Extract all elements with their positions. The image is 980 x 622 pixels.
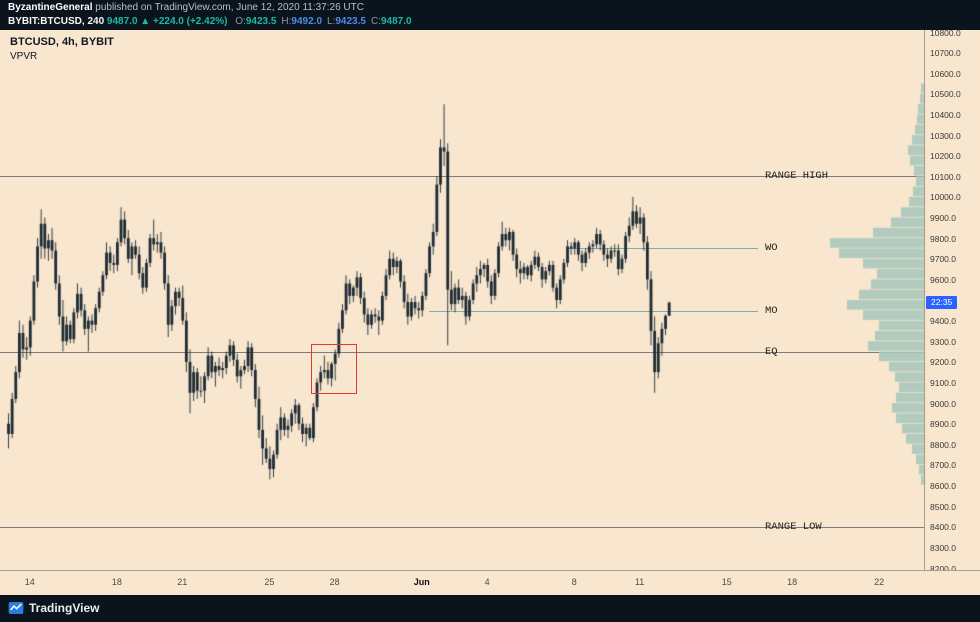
price-axis-label: 8200.0 xyxy=(930,563,956,574)
price-axis-label: 10800.0 xyxy=(930,27,961,38)
published-line: ByzantineGeneral published on TradingVie… xyxy=(8,2,364,13)
ohlc-label: H: xyxy=(281,16,292,27)
chart-overlay-layer: BTCUSD, 4h, BYBIT VPVR 10800.0 10700.0 106… xyxy=(0,27,980,574)
ohlc-label: C: xyxy=(370,16,381,27)
ohlc-value: 9487.0 xyxy=(380,16,412,27)
time-axis-label: 14 xyxy=(24,577,35,587)
price-change: +224.0 (+2.42%) xyxy=(152,16,228,27)
price-axis-label: 9800.0 xyxy=(930,233,956,244)
published-info: published on TradingView.com, June 12, 2… xyxy=(92,2,364,13)
price-axis-label: 9400.0 xyxy=(930,316,956,327)
price-axis-label: 9000.0 xyxy=(930,398,956,409)
level-label-range-low: RANGE LOW xyxy=(765,521,822,533)
price-axis-label: 9700.0 xyxy=(930,254,956,265)
level-label-mo: MO xyxy=(765,305,778,317)
price-axis-label: 9600.0 xyxy=(930,274,956,285)
time-axis-label: 18 xyxy=(787,577,798,587)
time-axis-label: 22 xyxy=(874,577,885,587)
change-arrow-icon: ▲ xyxy=(140,16,151,27)
snapshot-footer: TradingView xyxy=(0,595,980,622)
time-axis-label: 15 xyxy=(721,577,732,587)
symbol-title: BYBIT:BTCUSD, 240 xyxy=(8,16,105,27)
price-axis-label: 10300.0 xyxy=(930,130,961,141)
time-axis-label: 4 xyxy=(484,577,490,587)
time-axis-label: 8 xyxy=(571,577,577,587)
tradingview-logo-text: TradingView xyxy=(29,601,100,615)
price-axis-label: 8500.0 xyxy=(930,501,956,512)
time-axis: 14 18 21 25 28 Jun 4 8 11 15 18 22 xyxy=(0,570,980,596)
price-axis-label: 10100.0 xyxy=(930,171,961,182)
level-label-range-high: RANGE HIGH xyxy=(765,170,829,182)
price-axis-label: 10200.0 xyxy=(930,151,961,162)
tradingview-logo[interactable]: TradingView xyxy=(8,600,99,616)
ohlc-values: O:9423.5 H:9492.0 L:9423.5 C:9487.0 xyxy=(230,16,411,27)
ohlc-value: 9492.0 xyxy=(291,16,323,27)
price-axis-label: 9100.0 xyxy=(930,377,956,388)
price-axis-label: 9200.0 xyxy=(930,357,956,368)
price-axis-label: 9900.0 xyxy=(930,213,956,224)
ohlc-value: 9423.5 xyxy=(245,16,277,27)
time-axis-label: Jun xyxy=(413,577,430,587)
symbol-line: BYBIT:BTCUSD, 240 9487.0 ▲ +224.0 (+2.42… xyxy=(8,16,412,27)
price-axis-label: 10000.0 xyxy=(930,192,961,203)
price-axis-label: 10600.0 xyxy=(930,68,961,79)
time-axis-label: 25 xyxy=(264,577,275,587)
level-label-eq: EQ xyxy=(765,346,778,358)
time-axis-label: 28 xyxy=(329,577,340,587)
chart-legend: BTCUSD, 4h, BYBIT VPVR xyxy=(10,36,114,62)
price-axis-label: 8400.0 xyxy=(930,522,956,533)
price-axis-label: 8800.0 xyxy=(930,439,956,450)
ohlc-label: O: xyxy=(235,16,246,27)
ohlc-value: 9423.5 xyxy=(335,16,366,27)
snapshot-header: ByzantineGeneral published on TradingVie… xyxy=(0,0,980,30)
price-axis-label: 8900.0 xyxy=(930,419,956,430)
level-label-wo: WO xyxy=(765,242,778,254)
last-price: 9487.0 xyxy=(106,16,138,27)
price-axis-label: 10500.0 xyxy=(930,89,961,100)
price-axis-label: 10700.0 xyxy=(930,48,961,59)
indicator-label: VPVR xyxy=(10,51,38,62)
time-axis-label: 18 xyxy=(111,577,122,587)
price-axis-label: 8300.0 xyxy=(930,542,956,553)
chart-symbol-title: BTCUSD, 4h, BYBIT xyxy=(10,36,114,48)
price-axis-label: 8700.0 xyxy=(930,460,956,471)
publisher-name: ByzantineGeneral xyxy=(8,2,93,13)
countdown-label: 22:35 xyxy=(926,296,958,310)
price-axis-label: 10400.0 xyxy=(930,109,961,120)
ohlc-label: L: xyxy=(327,16,336,27)
chart-region: BTCUSD, 4h, BYBIT VPVR 10800.0 10700.0 106… xyxy=(0,27,980,574)
time-axis-label: 11 xyxy=(634,577,645,587)
candlestick-chart-canvas xyxy=(0,30,926,570)
price-axis-label: 8600.0 xyxy=(930,481,956,492)
time-axis-label: 21 xyxy=(177,577,188,587)
tradingview-logo-icon xyxy=(8,602,24,614)
annotation-box xyxy=(311,344,357,394)
price-axis-label: 9300.0 xyxy=(930,336,956,347)
